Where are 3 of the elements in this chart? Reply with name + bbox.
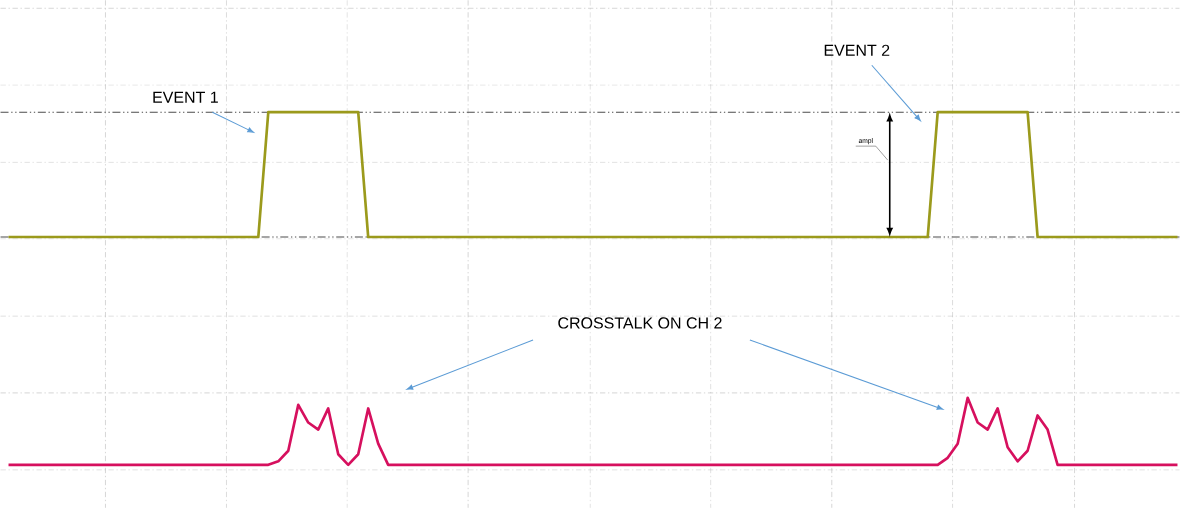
text: EVENT 1 [153, 91, 218, 103]
text: EVENT 2 [824, 44, 890, 56]
annotation: CROSSTALK ON CH 2 [558, 317, 722, 329]
